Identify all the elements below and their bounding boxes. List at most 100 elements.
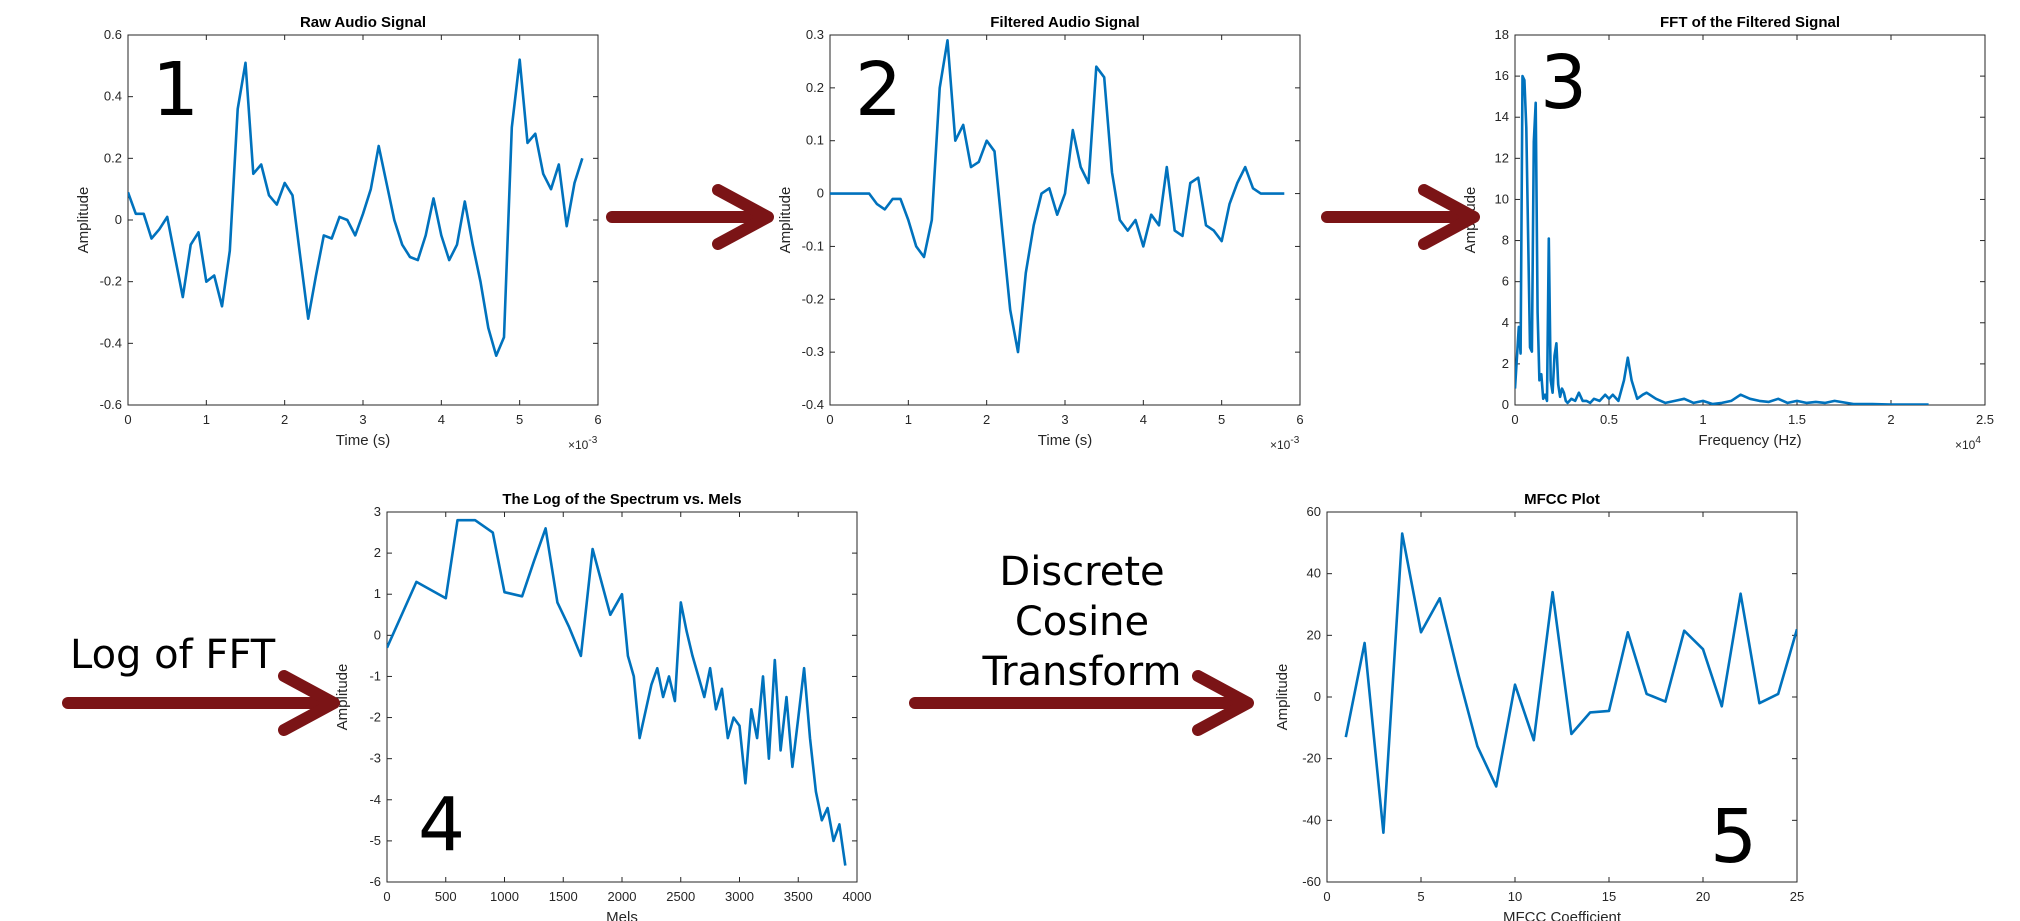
y-tick-label: -6 — [369, 874, 381, 889]
x-tick-label: 2 — [1887, 412, 1894, 427]
y-tick-label: 0.1 — [806, 133, 824, 148]
x-tick-label: 6 — [594, 412, 601, 427]
chart-log-spectrum-vs-mels: The Log of the Spectrum vs. Mels 0 500 1000… — [334, 491, 871, 921]
y-tick-label: 0.4 — [104, 89, 122, 104]
panel-number-3: 3 — [1540, 40, 1587, 126]
x-tick-label: 6 — [1296, 412, 1303, 427]
y-tick-label: -20 — [1302, 751, 1321, 766]
y-tick-label: -40 — [1302, 812, 1321, 827]
x-tick-label: 20 — [1696, 889, 1710, 904]
y-tick-label: 20 — [1307, 627, 1321, 642]
series-line — [830, 38, 1285, 354]
y-tick-label: 0 — [1502, 397, 1509, 412]
step-label-log-of-fft: Log of FFT — [70, 632, 276, 678]
x-tick-label: 15 — [1602, 889, 1616, 904]
x-tick-label: 500 — [435, 889, 457, 904]
chart-title: The Log of the Spectrum vs. Mels — [502, 491, 741, 508]
arrow-2-to-3 — [1321, 184, 1480, 250]
y-tick-label: -60 — [1302, 874, 1321, 889]
x-tick-label: 2500 — [666, 889, 695, 904]
y-tick-label: -2 — [369, 710, 381, 725]
y-tick-label: 0.2 — [104, 150, 122, 165]
x-tick-label: 2.5 — [1976, 412, 1994, 427]
x-axis-exponent-power: 4 — [1975, 435, 1981, 446]
x-tick-label: 0.5 — [1600, 412, 1618, 427]
y-tick-label: -1 — [369, 668, 381, 683]
panel-number-5: 5 — [1710, 794, 1757, 880]
y-tick-label: 0 — [374, 627, 381, 642]
x-tick-label: 25 — [1790, 889, 1804, 904]
y-tick-label: 6 — [1502, 274, 1509, 289]
x-tick-label: 2 — [983, 412, 990, 427]
plot-area — [127, 34, 599, 406]
y-axis-label: Amplitude — [75, 187, 92, 254]
plot-area — [1514, 34, 1986, 406]
x-tick-label: 10 — [1508, 889, 1522, 904]
x-tick-label: 5 — [1218, 412, 1225, 427]
series-line — [387, 518, 847, 866]
x-tick-label: 0 — [1323, 889, 1330, 904]
x-tick-label: 1000 — [490, 889, 519, 904]
y-tick-label: 0.6 — [104, 27, 122, 42]
y-tick-label: -0.2 — [802, 291, 824, 306]
step-label-dct-line3: Transform — [982, 649, 1182, 695]
x-axis-exponent-power: -3 — [588, 435, 597, 446]
x-axis-label: Mels — [606, 909, 638, 921]
y-tick-label: 8 — [1502, 233, 1509, 248]
chart-mfcc-plot: MFCC Plot 0 5 10 15 20 25 -60 -40 -20 0 20 40 60 MFCC … — [1274, 491, 1804, 921]
y-tick-label: -0.3 — [802, 344, 824, 359]
y-tick-label: -0.2 — [100, 274, 122, 289]
panel-number-4: 4 — [418, 782, 465, 868]
y-tick-label: -4 — [369, 792, 381, 807]
x-tick-label: 0 — [826, 412, 833, 427]
chart-title: MFCC Plot — [1524, 491, 1600, 508]
x-axis-exponent: ×10-3 — [568, 435, 598, 452]
x-tick-label: 1 — [203, 412, 210, 427]
y-axis-label: Amplitude — [777, 187, 794, 254]
x-tick-label: 1 — [905, 412, 912, 427]
y-tick-label: -5 — [369, 833, 381, 848]
x-axis-exponent: ×10-3 — [1270, 435, 1300, 452]
panel-number-2: 2 — [855, 47, 902, 133]
x-tick-label: 1.5 — [1788, 412, 1806, 427]
chart-title: Raw Audio Signal — [300, 14, 426, 31]
x-tick-label: 3 — [359, 412, 366, 427]
x-tick-label: 3500 — [784, 889, 813, 904]
y-tick-label: -0.6 — [100, 397, 122, 412]
x-axis-label: Frequency (Hz) — [1698, 432, 1801, 449]
x-tick-label: 2000 — [608, 889, 637, 904]
y-tick-label: -0.4 — [802, 397, 824, 412]
y-tick-label: -0.4 — [100, 335, 122, 350]
x-tick-label: 0 — [383, 889, 390, 904]
x-tick-label: 3 — [1061, 412, 1068, 427]
x-tick-label: 1500 — [549, 889, 578, 904]
plot-area — [386, 511, 858, 883]
y-tick-label: 60 — [1307, 504, 1321, 519]
y-tick-label: 0 — [115, 212, 122, 227]
arrow-log-of-fft — [62, 670, 340, 736]
chart-fft-filtered-signal: FFT of the Filtered Signal 0 0.5 1 1.5 2 2.5 0 2… — [1462, 14, 1994, 452]
series-line — [1344, 532, 1797, 835]
y-tick-label: 16 — [1495, 68, 1509, 83]
x-tick-label: 4 — [1140, 412, 1147, 427]
y-tick-label: 1 — [374, 586, 381, 601]
x-axis-label: Time (s) — [1038, 432, 1092, 449]
chart-title: Filtered Audio Signal — [990, 14, 1139, 31]
step-label-dct-line1: Discrete — [999, 549, 1164, 595]
chart-filtered-audio-signal: Filtered Audio Signal 0 1 2 3 4 5 6 -0.4 -0.3 -0.2… — [777, 14, 1304, 452]
x-tick-label: 3000 — [725, 889, 754, 904]
series-line — [128, 58, 584, 358]
x-tick-label: 5 — [516, 412, 523, 427]
y-axis-label: Amplitude — [1274, 664, 1291, 731]
y-tick-label: 0 — [817, 186, 824, 201]
step-label-dct-line2: Cosine — [1015, 599, 1149, 645]
x-axis-exponent: ×104 — [1955, 435, 1981, 452]
chart-title: FFT of the Filtered Signal — [1660, 14, 1840, 31]
x-tick-label: 5 — [1417, 889, 1424, 904]
x-tick-label: 1 — [1699, 412, 1706, 427]
x-tick-label: 2 — [281, 412, 288, 427]
chart-raw-audio-signal: Raw Audio Signal 0 1 2 3 4 5 6 -0.6 -0.4 -0.2 0 0.2 0… — [75, 14, 602, 452]
y-tick-label: -3 — [369, 751, 381, 766]
series-line — [1515, 74, 1929, 405]
y-tick-label: 0.3 — [806, 27, 824, 42]
